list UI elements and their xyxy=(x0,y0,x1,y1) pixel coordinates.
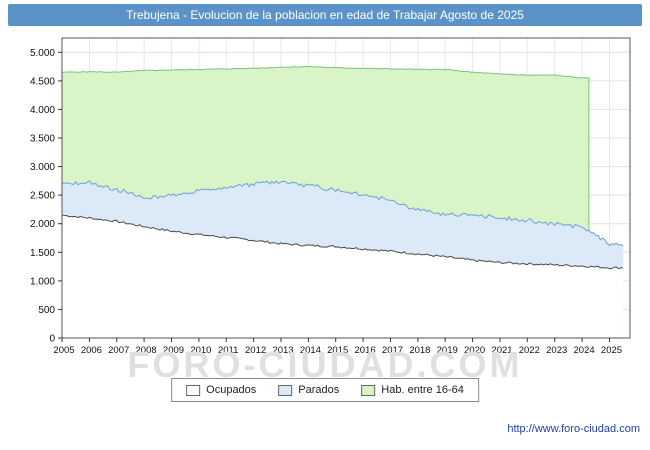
svg-text:2020: 2020 xyxy=(464,345,485,356)
svg-text:2013: 2013 xyxy=(272,345,293,356)
svg-text:5.000: 5.000 xyxy=(30,48,55,59)
legend-label-hab-16-64: Hab. entre 16-64 xyxy=(381,384,464,396)
chart-title: Trebujena - Evolucion de la poblacion en… xyxy=(8,4,642,26)
legend-item-hab-16-64: Hab. entre 16-64 xyxy=(361,384,464,396)
svg-text:2.000: 2.000 xyxy=(30,219,55,230)
population-chart: 0 500 1.000 1.500 2.000 2.500 3.000 3.500 4.000 4… xyxy=(30,37,631,356)
svg-text:2023: 2023 xyxy=(546,345,567,356)
svg-text:2006: 2006 xyxy=(81,345,102,356)
svg-text:4.000: 4.000 xyxy=(30,105,55,116)
legend-label-ocupados: Ocupados xyxy=(206,384,257,396)
svg-text:2010: 2010 xyxy=(190,345,211,356)
legend-label-parados: Parados xyxy=(298,384,340,396)
svg-text:2014: 2014 xyxy=(300,345,321,356)
parados-swatch xyxy=(278,384,293,396)
svg-text:3.000: 3.000 xyxy=(30,162,55,173)
svg-text:2005: 2005 xyxy=(53,345,74,356)
svg-text:1.000: 1.000 xyxy=(30,276,55,287)
svg-text:500: 500 xyxy=(38,305,55,316)
svg-text:2019: 2019 xyxy=(437,345,458,356)
foro-ciudad-link[interactable]: http://www.foro-ciudad.com xyxy=(507,423,640,435)
svg-text:4.500: 4.500 xyxy=(30,76,55,87)
svg-text:2024: 2024 xyxy=(574,345,595,356)
svg-text:2011: 2011 xyxy=(218,345,238,356)
svg-text:2015: 2015 xyxy=(327,345,348,356)
svg-text:0: 0 xyxy=(49,334,55,345)
svg-text:2016: 2016 xyxy=(355,345,376,356)
legend-item-parados: Parados xyxy=(278,384,339,396)
svg-text:1.500: 1.500 xyxy=(30,248,55,259)
svg-text:2009: 2009 xyxy=(163,345,184,356)
svg-text:3.500: 3.500 xyxy=(30,134,55,145)
svg-text:2017: 2017 xyxy=(382,345,403,356)
svg-text:2021: 2021 xyxy=(491,345,512,356)
svg-text:2008: 2008 xyxy=(136,345,157,356)
svg-text:2025: 2025 xyxy=(601,345,622,356)
svg-text:2022: 2022 xyxy=(519,345,540,356)
svg-text:2012: 2012 xyxy=(245,345,266,356)
ocupados-swatch xyxy=(186,384,201,396)
svg-text:2018: 2018 xyxy=(409,345,430,356)
hab-16-64-swatch xyxy=(361,384,376,396)
chart-legend: Ocupados Parados Hab. entre 16-64 xyxy=(171,378,479,402)
svg-text:2007: 2007 xyxy=(108,345,129,356)
legend-item-ocupados: Ocupados xyxy=(186,384,256,396)
svg-text:2.500: 2.500 xyxy=(30,191,55,202)
